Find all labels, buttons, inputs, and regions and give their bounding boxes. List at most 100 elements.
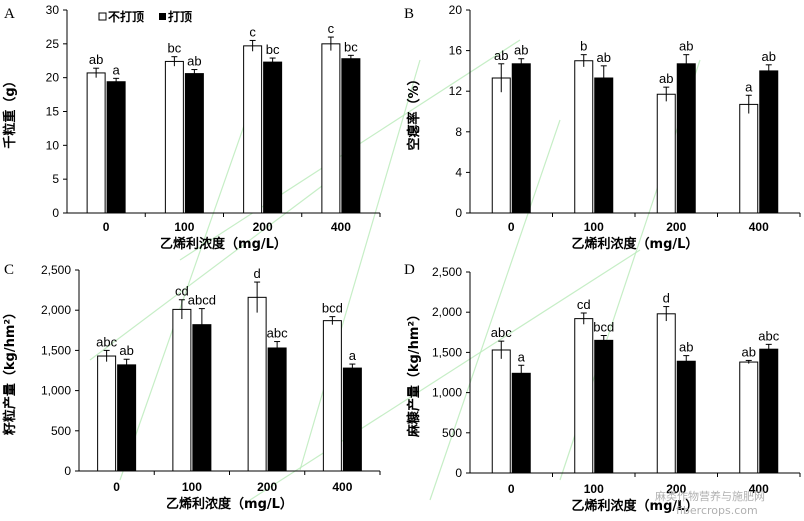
y-tick-label: 0 (455, 206, 462, 220)
y-tick-label: 0 (455, 466, 462, 480)
legend-label-open: 不打顶 (108, 9, 144, 24)
y-tick-label: 2,500 (41, 263, 71, 277)
significance-label: ab (494, 48, 508, 63)
legend-label-filled: 打顶 (168, 9, 192, 24)
x-tick-label: 400 (331, 220, 351, 234)
significance-label: abc (491, 325, 512, 340)
watermark-stroke (119, 79, 261, 481)
significance-label: bc (266, 42, 280, 57)
bar-open (97, 355, 117, 472)
x-tick-label: 100 (584, 220, 604, 234)
y-tick-label: 2,500 (432, 265, 462, 279)
bar-open (574, 318, 594, 474)
significance-label: abc (758, 328, 779, 343)
significance-label: d (663, 291, 670, 306)
significance-label: d (254, 266, 261, 281)
bar-open (574, 60, 594, 214)
watermark-line-1: 麻类作物营养与施肥网 (655, 489, 765, 503)
significance-label: bc (168, 41, 182, 56)
significance-label: a (349, 348, 357, 363)
legend: 不打顶 打顶 (98, 9, 192, 24)
x-tick-label: 100 (584, 482, 604, 496)
y-tick-label: 8 (455, 125, 462, 139)
x-tick-label: 100 (182, 480, 202, 494)
panel-letter: D (404, 262, 415, 278)
significance-label: ab (659, 71, 673, 86)
significance-label: ab (187, 54, 201, 69)
y-tick-label: 500 (51, 424, 71, 438)
bar-open (739, 361, 759, 474)
bar-open (491, 77, 511, 214)
watermark-stroke (299, 59, 421, 471)
y-tick-label: 2,000 (432, 305, 462, 319)
significance-label: b (580, 39, 587, 54)
significance-label: cd (577, 297, 591, 312)
y-tick-label: 12 (449, 84, 463, 98)
significance-label: ab (762, 49, 776, 64)
x-tick-label: 200 (666, 482, 686, 496)
y-tick-label: 1,500 (41, 343, 71, 357)
x-tick-label: 200 (253, 220, 273, 234)
bar-filled (511, 372, 531, 474)
significance-label: abc (267, 326, 288, 341)
y-tick-label: 10 (46, 138, 60, 152)
significance-label: a (518, 349, 526, 364)
legend-swatch-filled (159, 13, 166, 20)
y-axis-title: 籽粒产量（kg/hm²） (2, 306, 18, 435)
y-axis-title: 千粒重（g） (2, 74, 18, 148)
x-tick-label: 0 (508, 482, 515, 496)
significance-label: a (113, 62, 121, 77)
x-axis-title: 乙烯利浓度（mg/L） (160, 236, 287, 252)
panel-c: C 0 500 1,000 1,500 2,000 2,500 0 100 200 400 abc cd… (2, 262, 381, 512)
bar-filled (594, 77, 614, 214)
watermark-stroke (89, 179, 331, 361)
bar-open (739, 103, 759, 214)
y-tick-label: 500 (442, 426, 462, 440)
bar-open (322, 320, 342, 472)
y-tick-label: 5 (52, 172, 59, 186)
y-tick-label: 1,000 (41, 384, 71, 398)
watermark-line-2: fibercrops.com (676, 504, 758, 517)
bar-filled (106, 81, 126, 214)
y-axis-title: 麻糠产量（kg/hm²） (406, 308, 422, 438)
x-axis-title: 乙烯利浓度（mg/L） (166, 496, 293, 512)
watermark-stroke (249, 249, 641, 501)
x-axis-title: 乙烯利浓度（mg/L） (572, 498, 699, 514)
panel-letter: C (4, 262, 14, 278)
significance-label: cd (175, 284, 189, 299)
bar-open (172, 308, 192, 472)
bar-filled (676, 63, 696, 214)
bar-filled (676, 360, 696, 474)
bar-filled (341, 58, 361, 214)
bar-filled (184, 73, 204, 214)
watermark-stroke (429, 119, 561, 501)
significance-label: c (328, 21, 335, 36)
significance-label: abc (96, 334, 117, 349)
bar-filled (594, 339, 614, 474)
bar-filled (511, 63, 531, 214)
x-tick-label: 400 (749, 482, 769, 496)
significance-label: abcd (188, 293, 216, 308)
significance-label: ab (514, 43, 528, 58)
bar-open (243, 45, 263, 214)
bar-open (656, 93, 676, 214)
significance-label: ab (742, 344, 756, 359)
significance-label: ab (119, 343, 133, 358)
y-tick-label: 0 (64, 464, 71, 478)
x-tick-label: 400 (749, 220, 769, 234)
significance-label: ab (679, 39, 693, 54)
panel-letter: B (404, 6, 414, 22)
bar-filled (117, 364, 137, 472)
legend-swatch-open (98, 12, 107, 21)
significance-label: c (249, 24, 256, 39)
y-tick-label: 4 (455, 165, 462, 179)
x-tick-label: 200 (257, 480, 277, 494)
y-tick-label: 0 (52, 206, 59, 220)
x-tick-label: 400 (332, 480, 352, 494)
y-tick-label: 30 (46, 3, 60, 17)
bar-filled (759, 70, 779, 214)
significance-label: bc (344, 39, 358, 54)
y-tick-label: 20 (46, 71, 60, 85)
